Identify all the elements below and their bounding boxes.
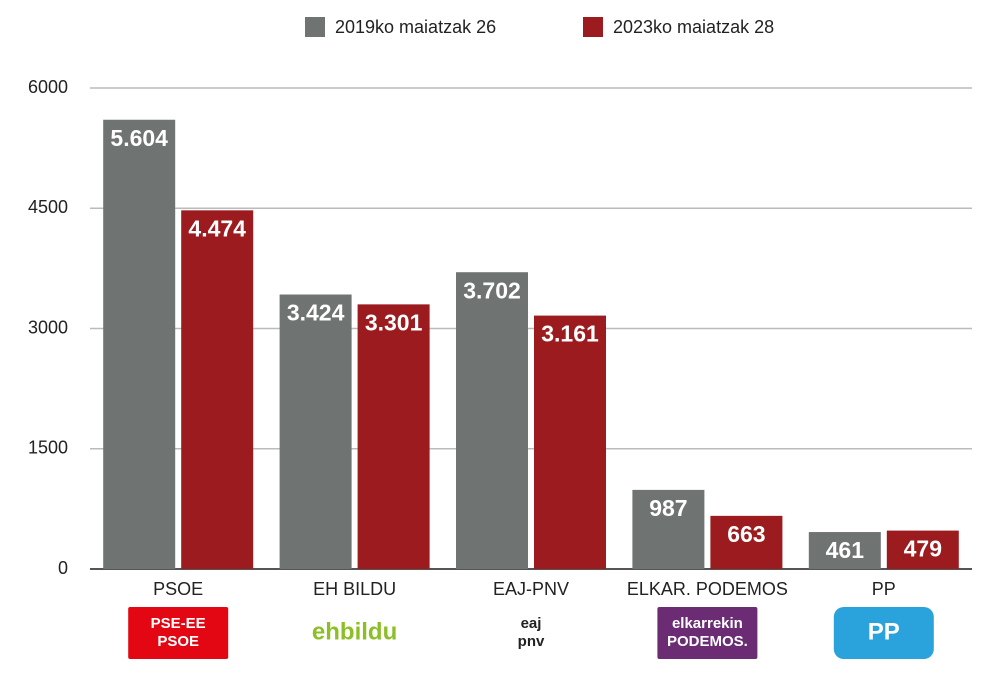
- bar: [456, 272, 528, 569]
- bar: [181, 210, 254, 569]
- y-tick-label: 6000: [28, 77, 68, 97]
- party-logo-text: elkarrekin: [672, 615, 743, 632]
- legend-swatch: [583, 17, 603, 37]
- bar: [357, 304, 430, 569]
- bar: [886, 530, 959, 569]
- party-logo: [833, 607, 934, 659]
- party-logo-text: PODEMOS.: [667, 633, 748, 650]
- legend-label: 2019ko maiatzak 26: [335, 17, 496, 37]
- bar: [632, 489, 705, 569]
- y-tick-label: 1500: [28, 438, 68, 458]
- value-label: 4.474: [188, 215, 246, 241]
- party-logo-text: PP: [868, 618, 900, 645]
- y-tick-label: 3000: [28, 317, 68, 337]
- value-label: 3.702: [463, 277, 521, 303]
- bar: [534, 315, 606, 569]
- party-logo-text: PSE-EE: [151, 615, 206, 632]
- legend-label: 2023ko maiatzak 28: [613, 17, 774, 37]
- y-tick-label: 0: [58, 558, 68, 578]
- party-logo-text: eaj: [521, 615, 542, 632]
- value-label: 3.301: [365, 309, 423, 335]
- bar: [808, 532, 881, 569]
- party-logo: [481, 607, 581, 659]
- party-logo: [304, 607, 405, 659]
- bar: [103, 119, 176, 569]
- bar: [279, 294, 352, 569]
- value-label: 987: [649, 495, 687, 521]
- legend-swatch: [305, 17, 325, 37]
- value-label: 3.161: [541, 321, 599, 347]
- x-tick-label: PSOE: [153, 579, 203, 599]
- x-tick-label: EAJ-PNV: [493, 579, 569, 599]
- value-label: 663: [727, 521, 765, 547]
- party-logo: [657, 607, 758, 659]
- party-logo: [128, 607, 229, 659]
- value-label: 5.604: [110, 125, 168, 151]
- value-label: 479: [904, 536, 942, 562]
- party-logo-text: ehbildu: [312, 618, 397, 645]
- value-label: 3.424: [287, 300, 345, 326]
- x-tick-label: EH BILDU: [313, 579, 396, 599]
- bar: [710, 515, 783, 569]
- party-logo-text: PSOE: [157, 633, 199, 650]
- value-label: 461: [826, 537, 865, 563]
- x-tick-label: PP: [872, 579, 896, 599]
- x-tick-label: ELKAR. PODEMOS: [627, 579, 788, 599]
- party-logo-text: pnv: [518, 633, 545, 650]
- y-tick-label: 4500: [28, 197, 68, 217]
